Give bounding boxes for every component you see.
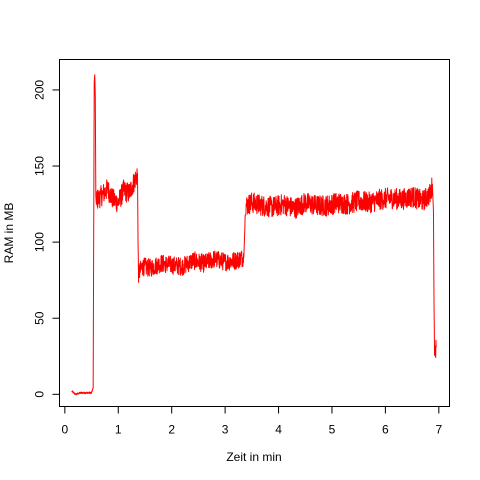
y-axis-label: RAM in MB bbox=[2, 203, 16, 264]
x-tick-label: 0 bbox=[61, 423, 68, 437]
y-tick-label: 200 bbox=[33, 80, 47, 100]
x-axis: 0 1 2 3 4 5 6 7 bbox=[61, 406, 442, 437]
ram-usage-line bbox=[71, 74, 437, 396]
x-tick-label: 6 bbox=[382, 423, 389, 437]
y-tick-label: 150 bbox=[33, 156, 47, 176]
x-tick-label: 5 bbox=[329, 423, 336, 437]
x-tick-label: 2 bbox=[168, 423, 175, 437]
y-axis: 0 50 100 150 200 bbox=[33, 80, 60, 398]
y-tick-label: 100 bbox=[33, 232, 47, 252]
x-tick-label: 3 bbox=[222, 423, 229, 437]
x-axis-label: Zeit in min bbox=[226, 450, 281, 464]
plot-frame bbox=[59, 59, 450, 407]
y-tick-label: 50 bbox=[33, 311, 47, 325]
y-tick-label: 0 bbox=[33, 391, 47, 398]
x-tick-label: 7 bbox=[435, 423, 442, 437]
x-tick-label: 1 bbox=[115, 423, 122, 437]
x-tick-label: 4 bbox=[275, 423, 282, 437]
